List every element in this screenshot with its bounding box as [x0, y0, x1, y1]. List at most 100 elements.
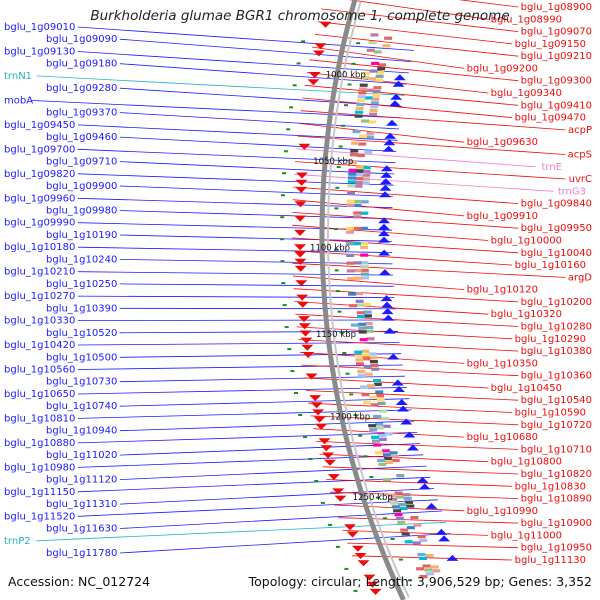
right-label-connector	[348, 0, 489, 20]
gc-tick	[407, 579, 412, 582]
function-block	[412, 541, 421, 545]
gc-tick	[280, 260, 285, 263]
reverse-gene-label: bglu_1g10900	[521, 518, 592, 529]
left-label-connector	[119, 398, 410, 407]
forward-gene-arrow	[425, 502, 438, 509]
function-block	[365, 325, 374, 329]
gc-tick	[351, 62, 356, 65]
gc-tick	[335, 186, 340, 189]
reverse-gene-arrow	[294, 251, 307, 258]
function-block	[355, 292, 364, 296]
left-label-connector	[119, 210, 393, 220]
reverse-gene-arrow	[294, 215, 307, 222]
reverse-gene-arrow	[302, 352, 315, 358]
function-block	[372, 89, 381, 94]
map-title: Burkholderia glumae BGR1 chromosome 1, c…	[90, 8, 510, 24]
gc-tick	[369, 476, 374, 478]
gc-tick	[334, 269, 339, 272]
function-block	[347, 191, 355, 196]
gc-tick	[353, 414, 358, 416]
reverse-gene-label: bglu_1g10710	[521, 444, 592, 455]
forward-gene-label: bglu_1g10330	[4, 316, 75, 327]
reverse-gene-label: bglu_1g10350	[467, 358, 538, 369]
reverse-gene-arrow	[294, 265, 307, 272]
reverse-gene-label: bglu_1g09470	[515, 113, 586, 124]
forward-gene-label: bglu_1g09820	[4, 169, 75, 180]
left-label-connector	[77, 387, 407, 395]
function-block	[357, 315, 365, 319]
reverse-gene-label: bglu_1g10320	[491, 309, 562, 320]
forward-gene-label: bglu_1g10420	[4, 340, 75, 351]
function-block	[406, 504, 415, 508]
function-block	[353, 269, 362, 273]
reverse-gene-label: bglu_1g08990	[491, 14, 562, 25]
function-block	[375, 74, 384, 78]
forward-gene-arrow	[378, 217, 391, 224]
forward-gene-arrow	[380, 171, 393, 178]
reverse-gene-label: bglu_1g09200	[467, 63, 538, 74]
left-label-connector	[119, 87, 403, 107]
function-block	[346, 253, 355, 257]
scale-tick-label: 1100 kbp	[310, 244, 350, 254]
left-label-connector	[77, 26, 414, 51]
reverse-gene-label: bglu_1g09070	[521, 27, 592, 38]
gc-tick	[301, 40, 306, 43]
function-block	[384, 432, 393, 436]
left-label-connector	[77, 295, 395, 299]
function-block	[391, 458, 400, 463]
function-block	[359, 134, 367, 138]
function-block	[346, 199, 355, 203]
reverse-gene-label: bglu_1g09840	[521, 199, 592, 210]
left-label-connector	[119, 234, 393, 242]
function-block	[416, 567, 425, 571]
left-label-connector	[77, 499, 438, 517]
function-block	[401, 532, 410, 536]
function-block	[424, 568, 433, 572]
gc-tick	[356, 42, 361, 45]
function-block	[370, 33, 379, 37]
function-block	[353, 261, 362, 265]
forward-gene-label: bglu_1g11310	[46, 499, 117, 510]
gc-tick	[335, 545, 340, 548]
function-block	[351, 141, 360, 145]
gc-tick	[280, 216, 285, 219]
left-label-connector	[30, 100, 401, 119]
reverse-gene-arrow	[312, 409, 325, 416]
forward-gene-label: mobA	[4, 95, 33, 106]
left-label-connector	[119, 283, 394, 287]
gc-tick	[283, 150, 288, 153]
function-block	[353, 215, 362, 219]
left-label-connector	[77, 271, 394, 276]
function-block	[413, 523, 422, 527]
function-block	[382, 424, 391, 428]
forward-gene-arrow	[382, 145, 395, 152]
gc-tick	[286, 128, 291, 131]
reverse-gene-label: bglu_1g08900	[521, 2, 592, 13]
right-label-connector	[294, 161, 566, 180]
function-block	[375, 451, 383, 455]
forward-gene-label: bglu_1g09130	[4, 47, 75, 58]
reverse-gene-arrow	[324, 459, 336, 466]
function-block	[361, 353, 370, 357]
function-block	[404, 540, 413, 544]
function-block	[361, 181, 370, 185]
reverse-gene-arrow	[346, 531, 359, 538]
right-label-connector	[293, 186, 519, 204]
left-label-connector	[119, 465, 427, 480]
gene-labels: bglu_1g09010bglu_1g09090bglu_1g09130bglu…	[4, 2, 592, 566]
function-block	[360, 253, 369, 257]
function-block	[357, 95, 366, 99]
function-block	[354, 114, 363, 118]
forward-gene-label: bglu_1g09010	[4, 22, 75, 33]
function-block	[362, 166, 371, 170]
right-label-connector	[299, 351, 465, 364]
scale-tick-label: 1250 kbp	[353, 493, 393, 503]
gc-tick	[314, 480, 319, 482]
trna-label: trnP2	[4, 536, 31, 547]
forward-gene-label: bglu_1g09980	[46, 206, 117, 217]
reverse-gene-label: bglu_1g10820	[521, 469, 592, 480]
right-label-connector	[291, 237, 519, 254]
reverse-gene-arrow	[357, 560, 370, 567]
reverse-gene-arrow	[344, 524, 356, 531]
forward-gene-arrow	[381, 308, 394, 315]
